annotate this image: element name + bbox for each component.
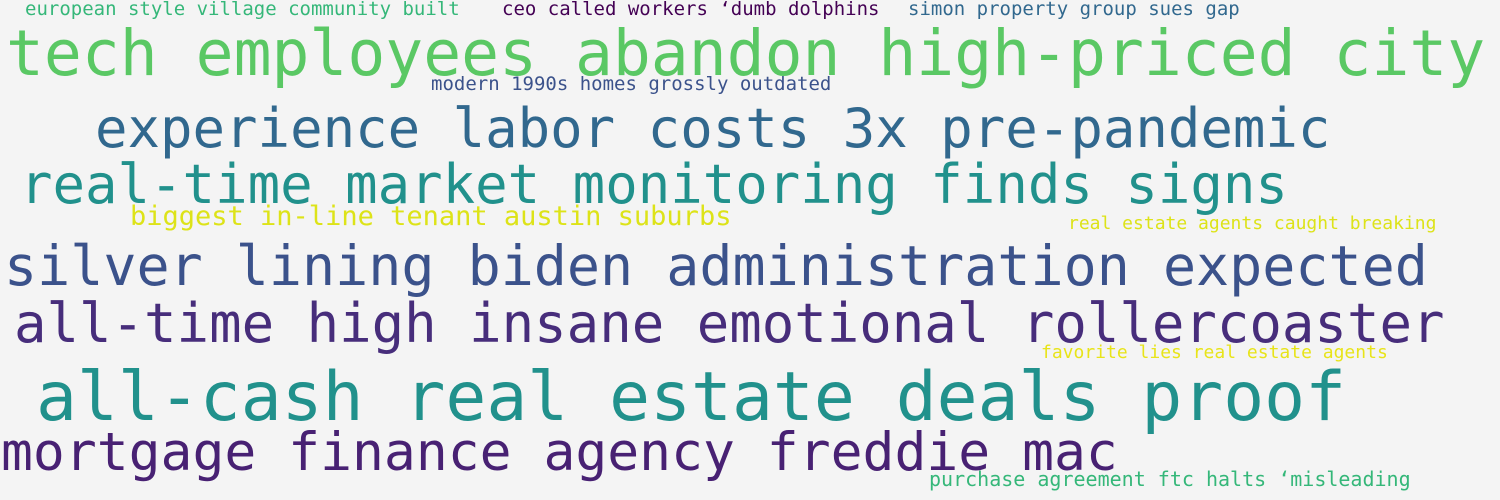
word-phrase: tech employees abandon high-priced city [6,17,1486,90]
word-phrase: simon property group sues gap [908,0,1240,20]
word-phrase: ceo called workers ‘dumb dolphins [502,0,880,20]
word-phrase: favorite lies real estate agents [1041,342,1388,363]
word-phrase: real estate agents caught breaking [1068,213,1437,234]
word-phrase: all-time high insane emotional rollercoa… [14,292,1445,355]
word-phrase: real-time market monitoring finds signs [20,153,1288,216]
word-phrase: european style village community built [25,0,460,20]
word-phrase: biggest in-line tenant austin suburbs [130,201,732,232]
word-phrase: all-cash real estate deals proof [36,358,1347,437]
word-phrase: silver lining biden administration expec… [4,234,1428,298]
word-phrase: modern 1990s homes grossly outdated [431,73,832,95]
word-phrase: purchase agreement ftc halts ‘misleading [929,467,1411,491]
word-phrase: experience labor costs 3x pre-pandemic [95,97,1331,160]
word-phrase: mortgage finance agency freddie mac [1,422,1118,483]
